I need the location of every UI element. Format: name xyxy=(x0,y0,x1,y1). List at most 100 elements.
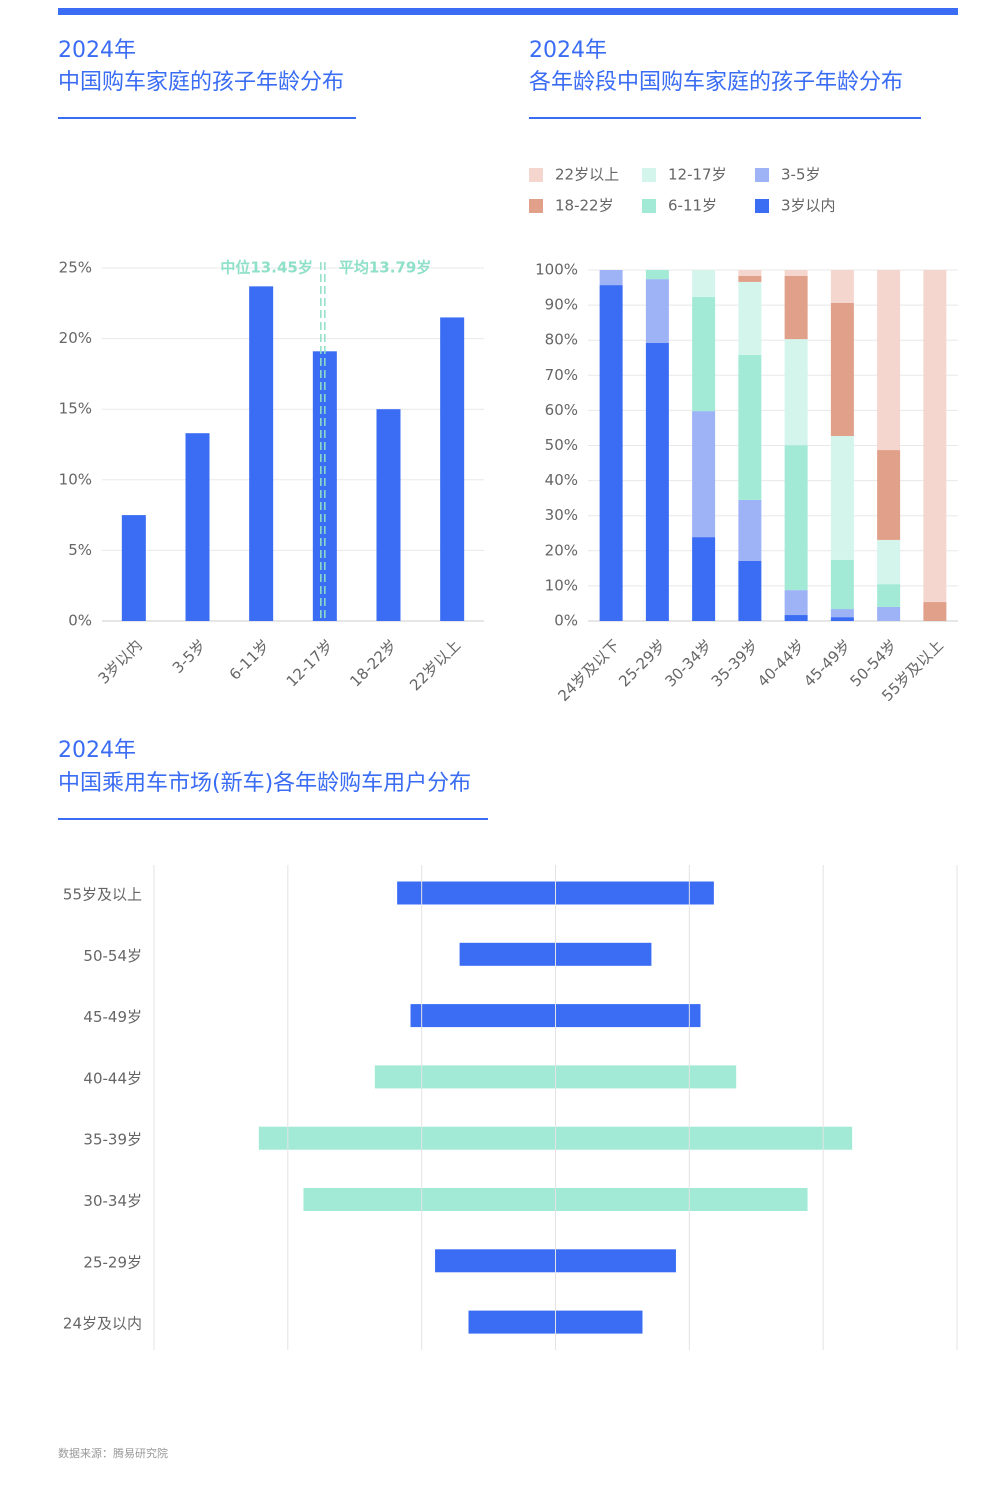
bar-segment xyxy=(830,436,854,560)
bar-segment xyxy=(784,445,808,591)
bar-segment xyxy=(599,285,623,621)
bar-segment xyxy=(738,281,762,355)
bar-segment xyxy=(784,270,808,276)
bar-segment xyxy=(645,279,669,344)
y-tick-label: 24岁及以内 xyxy=(63,1315,142,1333)
y-tick-label: 35-39岁 xyxy=(83,1131,142,1149)
chart-title: 2024年 xyxy=(58,738,136,763)
x-tick-label: 45-49岁 xyxy=(800,636,854,690)
x-tick-label: 6-11岁 xyxy=(226,636,273,683)
chart-title: 2024年 xyxy=(58,38,136,63)
bar-segment xyxy=(645,270,669,280)
y-tick-label: 0% xyxy=(554,612,578,630)
x-tick-label: 3-5岁 xyxy=(169,636,210,677)
title-underline xyxy=(58,117,356,119)
bar-segment xyxy=(738,560,762,621)
legend-label: 22岁以上 xyxy=(555,166,619,184)
bar-segment xyxy=(738,499,762,561)
legend-swatch xyxy=(529,168,543,182)
bar xyxy=(249,286,274,621)
y-tick-label: 40-44岁 xyxy=(83,1069,142,1087)
legend-swatch xyxy=(529,199,543,213)
y-tick-label: 30-34岁 xyxy=(83,1192,142,1210)
y-tick-label: 10% xyxy=(545,576,578,594)
y-tick-label: 80% xyxy=(545,331,578,349)
bar xyxy=(185,433,210,621)
x-tick-label: 12-17岁 xyxy=(283,636,337,690)
bar xyxy=(376,409,401,621)
bar-segment xyxy=(877,270,901,451)
x-tick-label: 35-39岁 xyxy=(708,636,762,690)
y-tick-label: 50% xyxy=(545,436,578,454)
bar-segment xyxy=(692,270,716,298)
y-tick-label: 5% xyxy=(68,541,92,559)
bar-segment xyxy=(692,411,716,538)
bar-segment xyxy=(830,617,854,621)
bar-segment xyxy=(923,270,947,603)
y-tick-label: 55岁及以上 xyxy=(63,886,142,904)
annotation: 平均13.79岁 xyxy=(339,259,431,277)
legend-label: 12-17岁 xyxy=(668,166,727,184)
source: 数据来源：腾易研究院 xyxy=(58,1446,168,1460)
bar-segment xyxy=(830,559,854,610)
legend-label: 3-5岁 xyxy=(781,166,821,184)
legend-label: 6-11岁 xyxy=(668,197,717,215)
annotation: 中位13.45岁 xyxy=(220,259,312,277)
bar-segment xyxy=(599,270,623,286)
y-tick-label: 30% xyxy=(545,506,578,524)
legend-label: 18-22岁 xyxy=(555,197,614,215)
bar-segment xyxy=(645,343,669,621)
legend-swatch xyxy=(642,168,656,182)
x-tick-label: 40-44岁 xyxy=(754,636,808,690)
y-tick-label: 15% xyxy=(59,400,92,418)
chart-subtitle: 中国乘用车市场(新车)各年龄购车用户分布 xyxy=(58,771,471,796)
x-tick-label: 22岁以上 xyxy=(406,636,464,694)
x-tick-label: 24岁及以下 xyxy=(554,636,623,705)
chart-subtitle: 各年龄段中国购车家庭的孩子年龄分布 xyxy=(529,70,903,95)
bar-segment xyxy=(738,270,762,276)
bar xyxy=(440,317,465,621)
y-tick-label: 10% xyxy=(59,470,92,488)
chart-title: 2024年 xyxy=(529,38,607,63)
y-tick-label: 50-54岁 xyxy=(83,947,142,965)
y-tick-label: 40% xyxy=(545,471,578,489)
bar-segment xyxy=(784,339,808,446)
y-tick-label: 20% xyxy=(59,329,92,347)
title-underline xyxy=(529,117,921,119)
x-tick-label: 30-34岁 xyxy=(661,636,715,690)
y-tick-label: 100% xyxy=(535,261,578,279)
y-tick-label: 25% xyxy=(59,259,92,277)
bar-segment xyxy=(692,297,716,412)
bar-segment xyxy=(738,354,762,500)
y-tick-label: 20% xyxy=(545,541,578,559)
title-underline xyxy=(58,818,488,820)
bar-segment xyxy=(738,275,762,282)
bar-segment xyxy=(830,609,854,618)
bar-segment xyxy=(877,584,901,607)
y-tick-label: 0% xyxy=(68,612,92,630)
top-bar xyxy=(58,8,958,15)
bar-segment xyxy=(784,275,808,340)
x-tick-label: 25-29岁 xyxy=(615,636,669,690)
y-tick-label: 60% xyxy=(545,401,578,419)
legend-swatch xyxy=(755,168,769,182)
y-tick-label: 70% xyxy=(545,366,578,384)
legend-label: 3岁以内 xyxy=(781,197,836,215)
bar xyxy=(121,515,146,621)
legend-swatch xyxy=(642,199,656,213)
bar-segment xyxy=(830,302,854,437)
bar-segment xyxy=(923,602,947,621)
x-tick-label: 3岁以内 xyxy=(95,636,146,687)
bar-segment xyxy=(692,537,716,621)
bar-segment xyxy=(830,270,854,303)
legend-swatch xyxy=(755,199,769,213)
bar-segment xyxy=(877,539,901,585)
bar-segment xyxy=(784,615,808,621)
bar-segment xyxy=(877,450,901,540)
y-tick-label: 25-29岁 xyxy=(83,1253,142,1271)
bar-segment xyxy=(877,606,901,621)
y-tick-label: 45-49岁 xyxy=(83,1008,142,1026)
bar-segment xyxy=(784,590,808,616)
chart-subtitle: 中国购车家庭的孩子年龄分布 xyxy=(58,70,344,95)
